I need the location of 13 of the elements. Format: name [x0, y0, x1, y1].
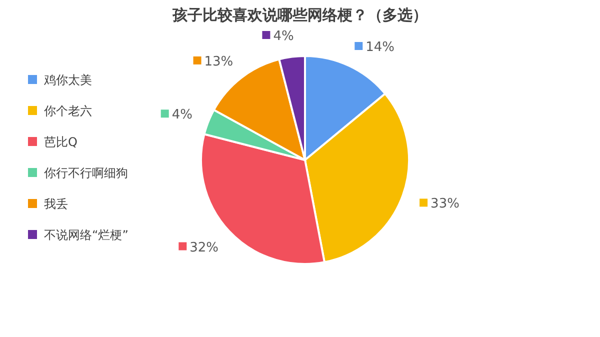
legend-label: 不说网络“烂梗”	[44, 228, 128, 242]
legend-label: 你行不行啊细狗	[43, 166, 128, 180]
data-label: 13%	[204, 54, 234, 70]
data-label: 32%	[190, 240, 219, 256]
legend-label: 我丢	[44, 197, 68, 211]
data-label: 4%	[273, 28, 294, 44]
legend-label: 芭比Q	[44, 135, 78, 149]
data-label: 4%	[172, 108, 192, 123]
legend-label: 你个老六	[43, 104, 92, 118]
chart-title: 孩子比较喜欢说哪些网络梗？（多选）	[172, 6, 428, 24]
data-label: 33%	[430, 196, 460, 212]
data-label: 14%	[366, 40, 395, 55]
legend-label: 鸡你太美	[43, 73, 92, 87]
